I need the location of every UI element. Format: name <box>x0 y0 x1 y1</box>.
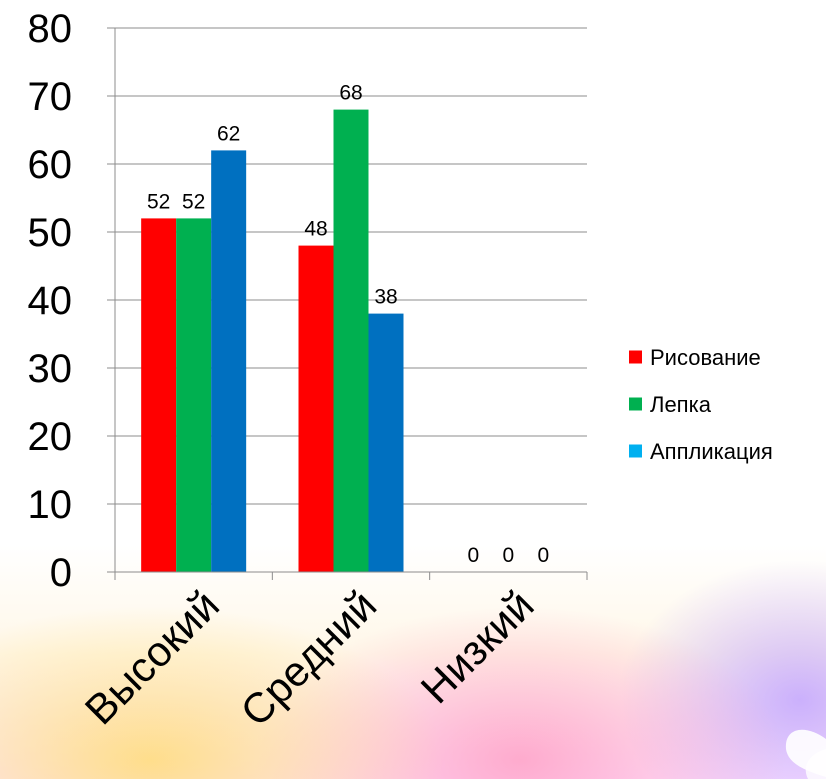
data-label: 0 <box>537 544 549 567</box>
data-label: 38 <box>374 286 397 309</box>
axes <box>107 27 588 580</box>
y-tick-label: 0 <box>50 551 72 595</box>
data-label: 68 <box>339 82 362 105</box>
bar <box>298 245 334 572</box>
butterfly-decoration-icon <box>785 729 826 779</box>
x-axis-category-labels: Высокий Средний Низкий <box>76 581 543 735</box>
legend-swatch <box>629 444 642 458</box>
bar <box>333 109 369 572</box>
bars <box>141 109 404 572</box>
data-label: 0 <box>467 544 479 567</box>
data-label: 62 <box>217 122 240 145</box>
y-tick-label: 40 <box>28 279 73 323</box>
legend-label: Рисование <box>650 345 761 370</box>
y-tick-label: 70 <box>28 75 73 119</box>
legend: Рисование Лепка Аппликация <box>629 345 773 464</box>
bar <box>176 218 212 572</box>
data-label: 0 <box>502 544 514 567</box>
y-tick-label: 10 <box>28 483 73 527</box>
y-tick-label: 50 <box>28 211 73 255</box>
category-label: Средний <box>231 581 385 735</box>
bar <box>368 313 404 572</box>
data-label: 48 <box>304 218 327 241</box>
bar <box>211 150 247 572</box>
data-label: 52 <box>147 190 170 213</box>
category-label: Низкий <box>412 581 543 712</box>
bar <box>141 218 177 572</box>
legend-label: Аппликация <box>650 439 773 464</box>
legend-swatch <box>629 350 642 364</box>
y-tick-label: 80 <box>28 7 73 51</box>
legend-swatch <box>629 397 642 411</box>
y-tick-label: 30 <box>28 347 73 391</box>
y-axis-tick-labels: 0 10 20 30 40 50 60 70 80 <box>28 7 73 595</box>
data-label: 52 <box>182 190 205 213</box>
y-tick-label: 20 <box>28 415 73 459</box>
y-tick-label: 60 <box>28 143 73 187</box>
category-label: Высокий <box>76 581 228 733</box>
legend-label: Лепка <box>650 392 712 417</box>
